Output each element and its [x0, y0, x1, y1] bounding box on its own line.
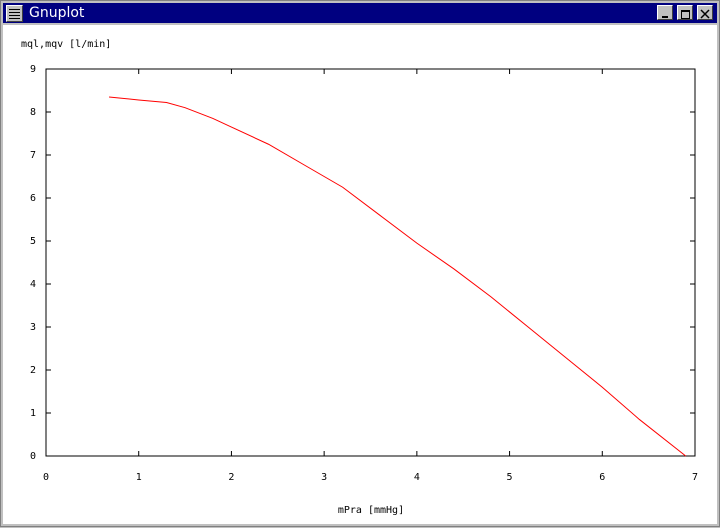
x-tick-label: 1 [136, 472, 142, 483]
window-title: Gnuplot [29, 5, 85, 21]
y-tick-label: 3 [30, 322, 36, 333]
minimize-icon [662, 16, 668, 18]
y-tick-label: 5 [30, 236, 36, 247]
y-tick-label: 7 [30, 150, 36, 161]
x-tick-label: 6 [599, 472, 605, 483]
y-tick-label: 0 [30, 451, 36, 462]
y-tick-label: 6 [30, 193, 36, 204]
x-tick-label: 2 [228, 472, 234, 483]
y-tick-label: 9 [30, 64, 36, 75]
plot-area: mql,mqv [l/min] mPra [mmHg] 0 1 2 3 4 5 6 7 0 1 2 3… [3, 25, 717, 524]
x-axis-label: mPra [mmHg] [338, 505, 404, 516]
x-tick-label: 3 [321, 472, 327, 483]
chart: mql,mqv [l/min] mPra [mmHg] 0 1 2 3 4 5 6 7 0 1 2 3… [21, 39, 698, 516]
menu-icon [9, 9, 20, 19]
plot-border [45, 68, 696, 457]
x-tick-label: 4 [414, 472, 420, 483]
y-tick-label: 8 [30, 107, 36, 118]
x-tick-label: 5 [507, 472, 513, 483]
x-tick-label: 7 [692, 472, 698, 483]
y-tick-label: 1 [30, 408, 36, 419]
x-tick-label: 0 [43, 472, 49, 483]
data-line [108, 96, 687, 457]
title-bar: Gnuplot [3, 3, 717, 23]
y-tick-label: 2 [30, 365, 36, 376]
maximize-icon [681, 10, 690, 19]
y-axis-label: mql,mqv [l/min] [21, 39, 111, 50]
close-icon [700, 9, 710, 19]
y-tick-label: 4 [30, 279, 36, 290]
maximize-button[interactable] [677, 5, 693, 20]
minimize-button[interactable] [657, 5, 673, 20]
window-menu-button[interactable] [6, 5, 23, 22]
close-button[interactable] [697, 5, 713, 20]
